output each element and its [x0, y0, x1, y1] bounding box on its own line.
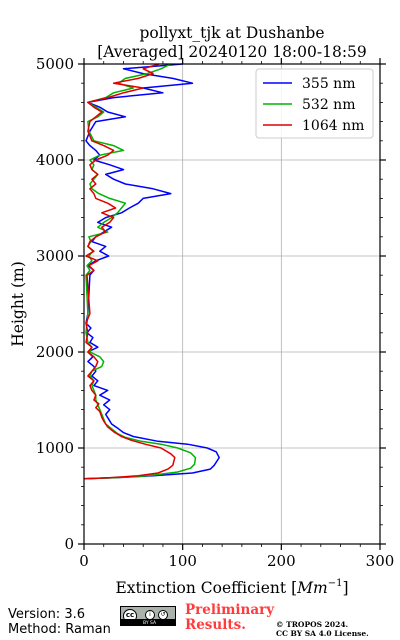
y-tick-label: 2000 — [36, 343, 74, 361]
legend-label: 532 nm — [302, 97, 355, 113]
y-tick-label: 0 — [64, 535, 74, 553]
x-axis-unit-exp: −1 — [328, 578, 343, 589]
legend-label: 1064 nm — [302, 118, 364, 134]
x-tick-label: 100 — [168, 552, 197, 570]
x-axis-label: Extinction Coefficient [Mm−1] — [115, 578, 348, 597]
chart-title-line1: pollyxt_tjk at Dushanbe — [139, 24, 324, 42]
y-tick-label: 4000 — [36, 151, 74, 169]
method-text: Method: Raman — [8, 622, 111, 637]
copyright-line2: CC BY SA 4.0 License. — [276, 629, 369, 638]
version-text: Version: 3.6 — [8, 607, 85, 622]
series-line-355-nm — [83, 63, 220, 480]
series-line-532-nm — [83, 63, 197, 480]
x-tick-label: 200 — [267, 552, 296, 570]
cc-strip-text: BY SA — [143, 621, 157, 626]
legend-label: 355 nm — [302, 76, 355, 92]
x-axis-label-text: Extinction Coefficient — [115, 579, 286, 597]
y-tick-label: 3000 — [36, 247, 74, 265]
preliminary-line2: Results. — [185, 617, 246, 633]
grid-lines — [84, 64, 380, 544]
plot-frame — [83, 63, 381, 545]
series-lines — [83, 63, 220, 480]
copyright-notice: © TROPOS 2024. CC BY SA 4.0 License. — [276, 620, 369, 638]
cc-license-badge: cc i ↺ BY SA — [120, 606, 176, 626]
preliminary-notice: Preliminary Results. — [185, 603, 274, 633]
copyright-line1: © TROPOS 2024. — [276, 620, 349, 629]
legend: 355 nm 532 nm 1064 nm — [255, 68, 374, 139]
x-tick-label: 0 — [79, 552, 89, 570]
y-axis-label: Height (m) — [9, 261, 27, 347]
preliminary-line1: Preliminary — [185, 602, 275, 618]
x-tick-label: 300 — [366, 552, 395, 570]
legend-box — [255, 68, 374, 139]
x-axis-unit-base: Mm — [296, 579, 328, 597]
y-tick-label: 1000 — [36, 439, 74, 457]
chart-title-line2: [Averaged] 20240120 18:00-18:59 — [97, 43, 367, 61]
cc-badge-strip — [121, 619, 175, 625]
series-line-1064-nm — [83, 63, 176, 480]
y-tick-label: 5000 — [36, 55, 74, 73]
